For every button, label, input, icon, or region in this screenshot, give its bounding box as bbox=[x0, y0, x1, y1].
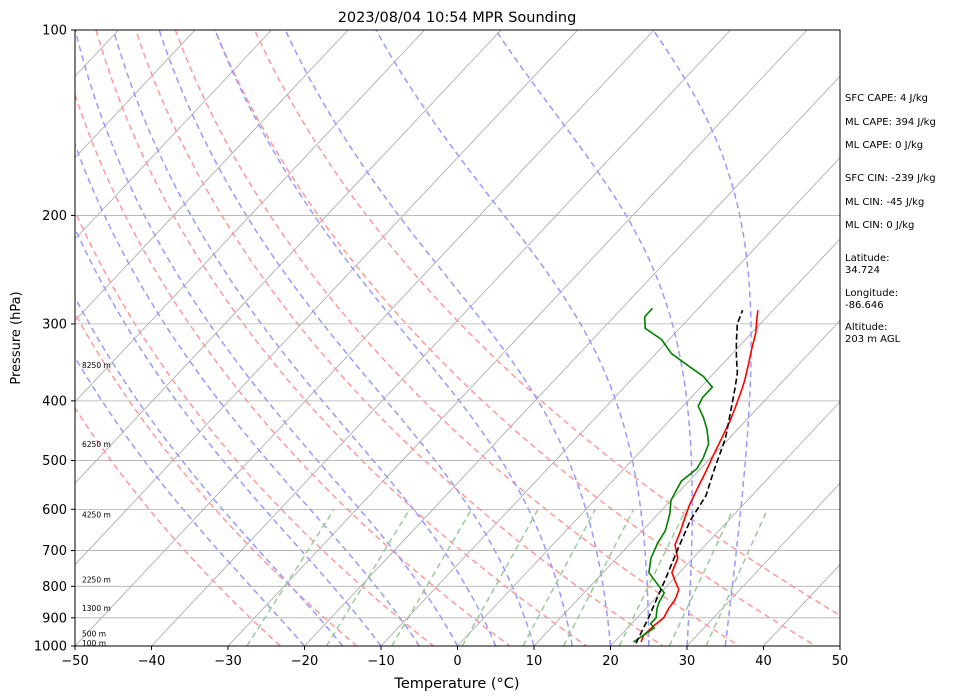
mixing-ratio-line bbox=[668, 508, 734, 646]
isotherm-line bbox=[75, 30, 578, 566]
dry-adiabat-line bbox=[174, 30, 741, 646]
ml-cin-text: ML CIN: -45 J/kg bbox=[845, 197, 925, 208]
dry-adiabat-line bbox=[95, 30, 588, 646]
x-tick-label: 10 bbox=[526, 654, 543, 669]
sfc-cape-text: SFC CAPE: 4 J/kg bbox=[845, 93, 928, 104]
moist-adiabat-line bbox=[214, 30, 574, 646]
height-label: 100 m bbox=[82, 639, 106, 648]
mixing-ratio-line bbox=[391, 508, 473, 646]
isotherm-line bbox=[75, 30, 502, 484]
isotherm-line bbox=[533, 319, 840, 646]
x-axis-ticks: −50 −40 −30 −20 −10 0 10 20 30 40 50 bbox=[61, 646, 848, 669]
y-tick-label: 400 bbox=[42, 394, 67, 409]
x-tick-label: −50 bbox=[61, 654, 88, 669]
moist-adiabat-line bbox=[75, 226, 382, 646]
isotherm-line bbox=[686, 482, 840, 646]
x-axis-label: Temperature (°C) bbox=[393, 676, 519, 692]
height-label: 500 m bbox=[82, 630, 106, 639]
x-tick-label: 20 bbox=[602, 654, 619, 669]
mixing-ratio-line bbox=[325, 508, 411, 646]
x-tick-label: −10 bbox=[367, 654, 394, 669]
altitude-text: Altitude: 203 m AGL bbox=[845, 322, 901, 345]
ml-cin-text-2: ML CIN: 0 J/kg bbox=[845, 220, 915, 231]
moist-adiabat-line bbox=[284, 30, 612, 646]
dry-adiabat-line bbox=[134, 30, 665, 646]
x-tick-label: 0 bbox=[453, 654, 461, 669]
isotherm-line bbox=[151, 30, 731, 646]
y-tick-label: 800 bbox=[42, 580, 67, 595]
y-tick-label: 500 bbox=[42, 454, 67, 469]
y-axis-label: Pressure (hPa) bbox=[9, 291, 24, 384]
isotherm-line bbox=[227, 30, 808, 646]
height-label: 8250 m bbox=[82, 361, 111, 370]
isotherm-line bbox=[75, 30, 349, 322]
mixing-ratio-line bbox=[562, 508, 635, 646]
y-tick-label: 700 bbox=[42, 544, 67, 559]
x-tick-label: 30 bbox=[679, 654, 696, 669]
moist-adiabat-line bbox=[75, 355, 306, 646]
mixing-ratio-line bbox=[461, 508, 539, 646]
temperature-profile-line bbox=[640, 310, 759, 643]
mixing-ratio-line bbox=[618, 508, 687, 646]
dry-adiabat-line bbox=[75, 406, 282, 646]
isotherm-line bbox=[75, 30, 425, 403]
y-tick-label: 300 bbox=[42, 317, 67, 332]
isotherm-line bbox=[75, 30, 196, 159]
moist-adiabat-line bbox=[75, 142, 420, 646]
x-tick-label: 50 bbox=[832, 654, 849, 669]
isotherm-line bbox=[75, 30, 272, 240]
height-label: 2250 m bbox=[82, 576, 111, 585]
latitude-text: Latitude: 34.724 bbox=[845, 253, 890, 276]
profiles bbox=[632, 307, 759, 644]
background-lines bbox=[75, 30, 840, 646]
longitude-text: Longitude: -86.646 bbox=[845, 288, 899, 311]
sfc-cin-text: SFC CIN: -239 J/kg bbox=[845, 173, 936, 184]
dewpoint-profile-line bbox=[632, 307, 714, 643]
dry-adiabat-line bbox=[253, 30, 840, 617]
dry-adiabat-line bbox=[214, 30, 818, 646]
y-axis-ticks: 1000 900 800 700 600 500 400 300 200 100 bbox=[34, 24, 75, 655]
chart-title: 2023/08/04 10:54 MPR Sounding bbox=[338, 10, 577, 26]
x-tick-label: −20 bbox=[291, 654, 318, 669]
moist-adiabat-line bbox=[375, 30, 650, 646]
dry-adiabat-line bbox=[75, 92, 512, 646]
moist-adiabat-line bbox=[652, 30, 752, 646]
mixing-ratio-line bbox=[246, 508, 335, 646]
isotherm-line bbox=[457, 238, 840, 646]
y-tick-label: 600 bbox=[42, 503, 67, 518]
height-label: 6250 m bbox=[82, 440, 111, 449]
dry-adiabat-line bbox=[75, 209, 435, 646]
y-tick-label: 900 bbox=[42, 611, 67, 626]
x-tick-label: −40 bbox=[138, 654, 165, 669]
y-tick-label: 100 bbox=[42, 24, 67, 39]
y-tick-label: 1000 bbox=[34, 640, 67, 655]
dry-adiabat-line bbox=[75, 311, 359, 646]
moist-adiabat-line bbox=[495, 30, 694, 646]
isotherm-line bbox=[304, 75, 840, 646]
y-tick-label: 200 bbox=[42, 209, 67, 224]
ml-cape-text-2: ML CAPE: 0 J/kg bbox=[845, 140, 924, 151]
x-tick-label: −30 bbox=[214, 654, 241, 669]
isotherm-line bbox=[610, 401, 840, 646]
height-label: 4250 m bbox=[82, 511, 111, 520]
ml-cape-text: ML CAPE: 394 J/kg bbox=[845, 117, 936, 128]
moist-adiabat-line bbox=[75, 30, 459, 646]
isotherm-line bbox=[380, 157, 840, 646]
parcel-profile-line bbox=[635, 309, 744, 644]
x-tick-label: 40 bbox=[755, 654, 772, 669]
moist-adiabat-line bbox=[75, 295, 344, 646]
mixing-ratio-line bbox=[522, 508, 596, 646]
mixing-ratio-line bbox=[705, 508, 769, 646]
height-label: 1300 m bbox=[82, 604, 111, 613]
